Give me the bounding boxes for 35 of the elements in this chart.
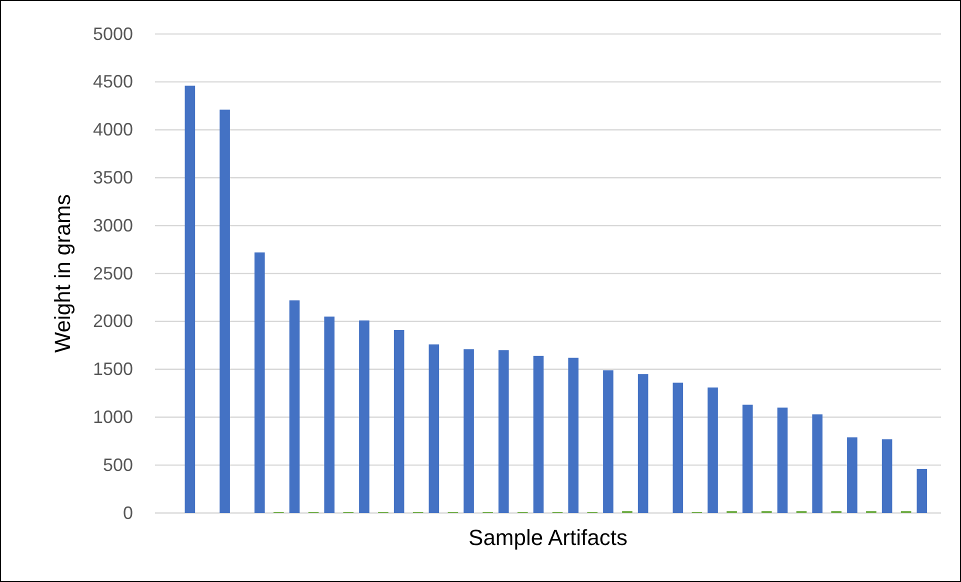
- bar: [359, 320, 370, 513]
- y-tick-label: 1500: [92, 359, 133, 380]
- bar: [916, 468, 928, 513]
- bar: [428, 344, 440, 513]
- bar: [708, 388, 718, 513]
- bar: [289, 300, 300, 513]
- bar: [882, 439, 892, 513]
- bar: [603, 370, 614, 513]
- y-tick-label: 500: [102, 454, 133, 475]
- bar: [498, 350, 509, 513]
- bar: [184, 86, 196, 513]
- y-tick-label: 2000: [92, 311, 133, 332]
- bar: [533, 356, 544, 513]
- bar: [638, 374, 648, 513]
- bar: [812, 414, 822, 513]
- y-tick-label: 3000: [92, 215, 133, 236]
- bar: [847, 437, 858, 513]
- y-tick-label: 0: [122, 502, 133, 523]
- bar: [777, 408, 788, 513]
- y-tick-label: 4500: [92, 72, 133, 92]
- y-tick-label: 2500: [92, 263, 133, 284]
- bar: [742, 404, 753, 513]
- bar: [324, 316, 335, 513]
- bar: [672, 382, 684, 513]
- bar: [394, 330, 404, 513]
- x-axis-title: Sample Artifacts: [468, 525, 628, 550]
- bar: [220, 110, 230, 513]
- y-tick-label: 1000: [92, 406, 133, 427]
- bar: [464, 349, 474, 513]
- y-axis-title: Weight in grams: [50, 194, 75, 353]
- bar: [254, 252, 265, 513]
- bar: [568, 358, 578, 513]
- y-tick-label: 5000: [92, 24, 133, 44]
- y-tick-label: 3500: [92, 167, 133, 188]
- y-tick-label: 4000: [92, 120, 133, 140]
